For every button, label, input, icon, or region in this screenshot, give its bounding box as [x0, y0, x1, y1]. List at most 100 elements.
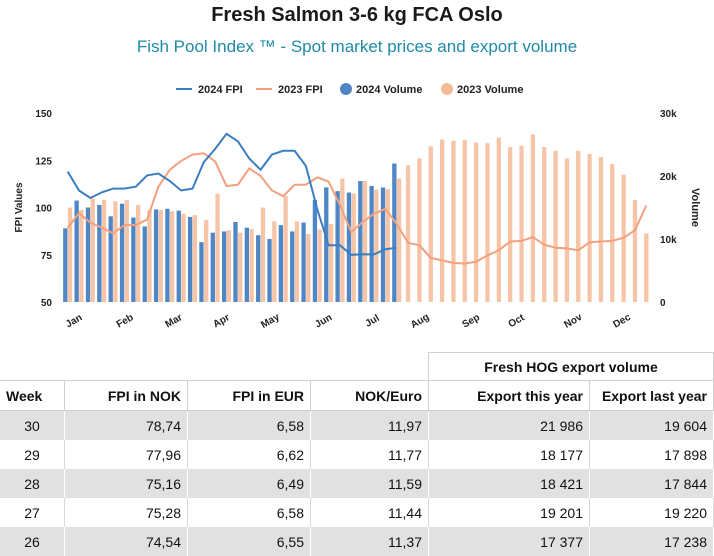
bar-2023-volume [170, 211, 175, 302]
fpi-volume-chart: 2024 FPI 2023 FPI 2024 Volume 2023 Volume 50… [14, 83, 701, 331]
y-left-tick-label: 150 [35, 109, 52, 120]
cell-week: 26 [0, 527, 65, 556]
y-left-axis-title: FPI Values [14, 182, 25, 232]
bar-2023-volume [351, 193, 356, 302]
bar-2024-volume [244, 227, 249, 302]
bar-2023-volume [226, 230, 232, 302]
bar-2023-volume [496, 137, 501, 302]
bar-2024-volume [142, 226, 147, 302]
bar-2023-volume [439, 139, 445, 302]
bar-2024-volume [256, 235, 261, 302]
cell-fpi-nok: 75,28 [64, 498, 188, 527]
x-month-label: Mar [163, 312, 184, 330]
x-month-label: Jun [313, 312, 334, 330]
bar-2023-volume [306, 233, 311, 302]
bar-2023-volume [215, 193, 220, 302]
cell-export-last-year: 17 238 [589, 527, 714, 556]
cell-week: 28 [0, 469, 65, 498]
bar-2023-volume [249, 228, 254, 302]
cell-export-last-year: 17 844 [589, 469, 714, 498]
bar-2023-volume [374, 189, 379, 302]
col-header-fpi-eur: FPI in EUR [187, 380, 311, 411]
bar-2023-volume [576, 150, 581, 302]
bar-2024-volume [221, 231, 227, 302]
cell-export-this-year: 18 177 [428, 440, 590, 469]
cell-fpi-eur: 6,62 [187, 440, 311, 469]
col-header-fpi-nok: FPI in NOK [64, 380, 188, 411]
bar-2023-volume [181, 213, 186, 302]
bar-2024-volume [312, 199, 318, 302]
legend-swatch-dot [441, 83, 453, 95]
bar-2023-volume [610, 164, 615, 302]
x-month-label: Dec [611, 312, 633, 331]
cell-export-last-year: 19 220 [589, 498, 714, 527]
bar-2023-volume [294, 221, 300, 302]
bar-2023-volume [204, 220, 209, 302]
bar-2024-volume [324, 187, 329, 302]
table-group-spacer [0, 352, 429, 381]
bar-2023-volume [564, 158, 570, 302]
bar-2024-volume [119, 203, 125, 302]
bar-2024-volume [335, 191, 340, 302]
cell-export-last-year: 19 604 [589, 410, 714, 440]
cell-fpi-nok: 77,96 [64, 440, 188, 469]
bar-2023-volume [147, 210, 152, 302]
bar-2024-volume [85, 207, 91, 302]
cell-nok-euro: 11,44 [310, 498, 429, 527]
line-2024-fpi [66, 132, 397, 256]
bar-2023-volume [260, 207, 266, 302]
cell-fpi-nok: 78,74 [64, 410, 188, 440]
legend-label: 2024 FPI [198, 84, 243, 96]
cell-nok-euro: 11,59 [310, 469, 429, 498]
y-right-tick-label: 10k [660, 235, 677, 246]
bar-2023-volume [530, 134, 536, 302]
table-group-header-row: Fresh HOG export volume [0, 352, 714, 381]
bar-2023-volume [587, 153, 592, 302]
x-month-label: Apr [211, 312, 232, 330]
bar-2023-volume [101, 199, 107, 302]
cell-fpi-nok: 74,54 [64, 527, 188, 556]
x-month-label: Oct [507, 312, 528, 330]
col-header-week: Week [0, 380, 65, 411]
table-row: 29 77,96 6,62 11,77 18 177 17 898 [0, 440, 714, 469]
bar-2024-volume [165, 208, 170, 302]
cell-week: 29 [0, 440, 65, 469]
cell-fpi-eur: 6,58 [187, 410, 311, 440]
bar-2024-volume [369, 185, 374, 302]
bar-2023-volume [417, 158, 422, 302]
bar-2024-volume [358, 181, 363, 302]
bar-2024-volume [233, 221, 238, 302]
bar-2023-volume [113, 201, 118, 302]
y-right-tick-label: 30k [660, 109, 677, 120]
bar-2024-volume [187, 216, 193, 302]
bar-2024-volume [63, 228, 68, 302]
bar-2023-volume [272, 221, 277, 302]
x-month-label: Nov [562, 312, 584, 331]
bar-2024-volume [290, 231, 295, 302]
bar-2023-volume [317, 229, 322, 302]
cell-export-last-year: 17 898 [589, 440, 714, 469]
cell-nok-euro: 11,77 [310, 440, 429, 469]
y-right-axis-title: Volume [689, 188, 701, 227]
bar-2024-volume [74, 200, 79, 302]
y-left-tick-label: 100 [35, 204, 52, 215]
cell-export-this-year: 21 986 [428, 410, 590, 440]
bar-2024-volume [380, 187, 386, 302]
y-right-tick-label: 20k [660, 172, 677, 183]
legend-label: 2023 FPI [278, 84, 323, 96]
col-header-export-this-year: Export this year [428, 380, 590, 411]
cell-nok-euro: 11,37 [310, 527, 429, 556]
bar-2023-volume [485, 143, 490, 302]
table-row: 28 75,16 6,49 11,59 18 421 17 844 [0, 469, 714, 498]
y-left-tick-label: 75 [41, 251, 53, 262]
bar-2023-volume [328, 223, 334, 302]
bar-2024-volume [176, 210, 181, 302]
x-month-label: Aug [409, 312, 431, 331]
bar-2023-volume [473, 142, 479, 302]
bar-2023-volume [632, 199, 638, 302]
bar-2023-volume [644, 233, 649, 302]
cell-nok-euro: 11,97 [310, 410, 429, 440]
bar-2024-volume [392, 163, 397, 302]
y-left-tick-label: 125 [35, 156, 52, 167]
bar-2023-volume [598, 157, 604, 302]
